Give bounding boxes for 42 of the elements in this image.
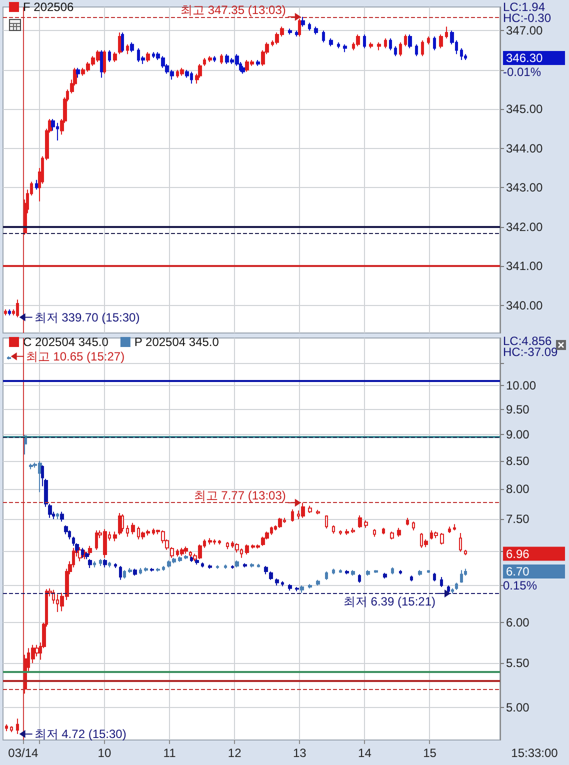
y-tick-label: 341.00 [506,259,544,274]
y-tick-label: 345.00 [506,102,544,116]
y-tick-label: 344.00 [506,141,544,156]
annotation: 최저 6.39 (15:21) [343,594,436,608]
x-tick-label: 03/14 [8,746,39,760]
text: LC:1.94 [503,0,546,14]
y-tick-label: 8.00 [506,482,530,496]
text: HC:-37.09 [503,345,558,359]
text: 0.15% [503,578,538,592]
annotation: 최저 339.70 (15:30) [34,310,140,324]
annotation: 최고 7.77 (13:03) [194,488,286,503]
y-tick-label: 347.00 [506,24,544,38]
x-tick-label: 15 [423,746,437,760]
y-tick-label: 5.00 [506,700,530,714]
y-tick-label: 340.00 [506,298,544,313]
text: -0.01% [503,65,542,80]
y-tick-label: 5.50 [506,656,530,670]
y-tick-label: 6.00 [506,616,530,630]
y-tick-label: 9.50 [506,402,530,416]
annotation: 최고 10.65 (15:27) [26,349,125,364]
x-tick-label: 12 [228,746,242,760]
annotation: 최고 347.35 (13:03) [180,2,286,17]
legend-label: F 202506 [23,0,74,14]
x-tick-label: 14 [358,746,372,760]
text: 15:33:00 [511,746,558,760]
y-tick-label: 7.50 [506,512,530,526]
text: 6.70 [506,564,530,578]
annotation: 최저 4.72 (15:30) [34,727,126,742]
y-tick-label: 10.00 [506,378,536,393]
text: LC:4.856 [503,334,552,348]
legend-label: P 202504 345.0 [134,335,220,349]
x-tick-label: 10 [98,746,112,760]
text: 6.96 [506,546,530,561]
text: 346.30 [506,51,544,66]
y-tick-label: 9.00 [506,428,530,442]
y-tick-label: 342.00 [506,220,544,234]
x-tick-label: 13 [292,746,307,760]
x-tick-label: 11 [163,746,176,760]
legend-label: C 202504 345.0 [23,335,109,349]
y-tick-label: 8.50 [506,454,530,468]
text: HC:-0.30 [503,11,552,25]
y-tick-label: 343.00 [506,180,544,195]
